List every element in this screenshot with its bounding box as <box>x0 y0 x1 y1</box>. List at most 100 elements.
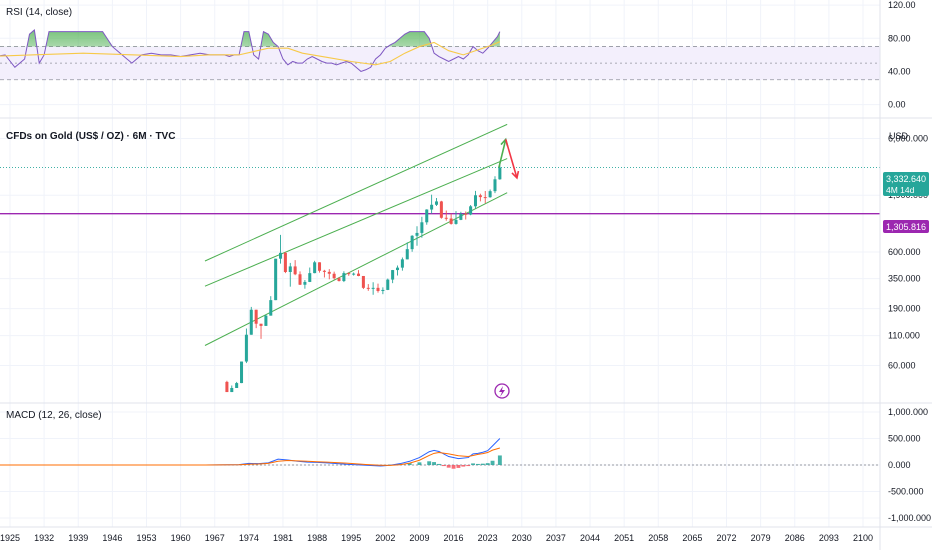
x-axis-tick-label: 2072 <box>717 533 737 543</box>
candle-up[interactable] <box>371 287 375 289</box>
macd-histogram-bar <box>461 465 466 467</box>
price-pane[interactable] <box>0 123 880 393</box>
y-axis-tick-label: 500.000 <box>888 433 921 443</box>
x-axis-tick-label: 2016 <box>444 533 464 543</box>
candle-up[interactable] <box>352 273 356 275</box>
candle-down[interactable] <box>259 323 263 326</box>
candle-down[interactable] <box>464 213 468 215</box>
candle-up[interactable] <box>269 300 273 316</box>
x-axis-tick-label: 2002 <box>375 533 395 543</box>
y-axis-tick-label: 120.00 <box>888 0 916 10</box>
candle-up[interactable] <box>391 270 395 280</box>
candle-up[interactable] <box>454 219 458 224</box>
y-axis-tick-label: -500.000 <box>888 487 924 497</box>
candle-up[interactable] <box>493 179 497 192</box>
candle-down[interactable] <box>327 271 331 274</box>
candle-down[interactable] <box>449 218 453 224</box>
up-arrow-line[interactable] <box>498 139 507 168</box>
candle-up[interactable] <box>308 273 312 282</box>
candle-up[interactable] <box>386 279 390 290</box>
candle-down[interactable] <box>332 273 336 279</box>
countdown-label: 4M 14d <box>886 185 915 195</box>
x-axis-tick-label: 1932 <box>34 533 54 543</box>
candle-up[interactable] <box>410 235 414 250</box>
macd-title: MACD (12, 26, close) <box>6 410 102 421</box>
candle-up[interactable] <box>240 361 244 384</box>
candle-up[interactable] <box>381 289 385 292</box>
x-axis-tick-label: 1981 <box>273 533 293 543</box>
candle-up[interactable] <box>235 383 239 388</box>
candle-down[interactable] <box>439 201 443 218</box>
macd-histogram-bar <box>432 462 437 465</box>
candle-up[interactable] <box>342 273 346 282</box>
macd-signal-line[interactable] <box>0 447 501 466</box>
channel-line[interactable] <box>204 158 508 287</box>
candle-down[interactable] <box>366 287 370 289</box>
candle-down[interactable] <box>347 273 351 275</box>
candle-up[interactable] <box>488 191 492 198</box>
y-axis-tick-label: 350.000 <box>888 274 921 284</box>
macd-histogram-bar <box>480 463 485 465</box>
candle-down[interactable] <box>357 273 361 276</box>
candle-down[interactable] <box>318 262 322 271</box>
candle-up[interactable] <box>434 201 439 205</box>
channel-line[interactable] <box>204 123 508 262</box>
candle-down[interactable] <box>337 278 341 282</box>
rsi-pane[interactable] <box>0 29 880 81</box>
candle-down[interactable] <box>483 197 487 199</box>
candle-down[interactable] <box>293 266 297 275</box>
candle-down[interactable] <box>376 287 380 292</box>
candle-up[interactable] <box>425 209 429 223</box>
candle-up[interactable] <box>249 309 253 335</box>
x-axis-tick-label: 2086 <box>785 533 805 543</box>
x-axis-tick-label: 2079 <box>751 533 771 543</box>
candle-up[interactable] <box>469 206 473 215</box>
candle-up[interactable] <box>415 232 419 236</box>
candle-up[interactable] <box>400 259 404 268</box>
candle-down[interactable] <box>254 309 258 324</box>
candle-up[interactable] <box>395 267 400 271</box>
candle-down[interactable] <box>478 195 482 198</box>
price-plot-area[interactable] <box>0 123 880 393</box>
macd-histogram-bar <box>471 463 476 465</box>
lightning-bolt-icon[interactable] <box>494 383 510 399</box>
candle-up[interactable] <box>279 252 283 259</box>
candle-up[interactable] <box>264 315 268 326</box>
x-axis-tick-label: 1967 <box>205 533 225 543</box>
down-arrow-head[interactable] <box>511 170 520 180</box>
macd-histogram-bar <box>497 455 502 465</box>
candle-up[interactable] <box>405 249 409 260</box>
candle-up[interactable] <box>420 222 424 233</box>
candle-up[interactable] <box>498 167 502 180</box>
lightning-bolt-icon-glyph[interactable] <box>499 386 505 397</box>
x-axis-tick-label: 1925 <box>0 533 20 543</box>
candle-up[interactable] <box>303 281 307 285</box>
macd-histogram-bar <box>407 463 412 465</box>
candle-up[interactable] <box>473 195 478 207</box>
y-axis-tick-label: 60.000 <box>888 360 916 370</box>
candle-down[interactable] <box>298 274 302 285</box>
candle-up[interactable] <box>230 387 234 393</box>
rsi-line[interactable] <box>0 29 501 72</box>
rsi-ma-line[interactable] <box>0 41 501 66</box>
candle-up[interactable] <box>313 262 317 274</box>
candle-up[interactable] <box>430 204 434 210</box>
candle-up[interactable] <box>244 334 248 362</box>
candle-down[interactable] <box>444 217 448 219</box>
last-price-badge-bg <box>883 172 929 196</box>
candle-down[interactable] <box>225 381 229 393</box>
macd-pane[interactable] <box>0 438 880 469</box>
y-axis-tick-label: 110.000 <box>888 331 920 341</box>
hline-price-label: 1,305.816 <box>886 222 926 232</box>
rsi-title: RSI (14, close) <box>6 7 72 18</box>
candle-up[interactable] <box>274 258 278 301</box>
symbol-title[interactable]: CFDs on Gold (US$ / OZ) · 6M · TVC <box>6 131 175 142</box>
down-arrow-line[interactable] <box>504 139 518 179</box>
macd-histogram-bar <box>441 465 446 467</box>
candle-up[interactable] <box>288 266 292 273</box>
candle-down[interactable] <box>361 275 365 288</box>
candle-up[interactable] <box>459 213 463 220</box>
candle-down[interactable] <box>283 252 287 273</box>
y-axis-tick-label: 6,000.000 <box>888 134 928 144</box>
candle-down[interactable] <box>322 270 326 272</box>
